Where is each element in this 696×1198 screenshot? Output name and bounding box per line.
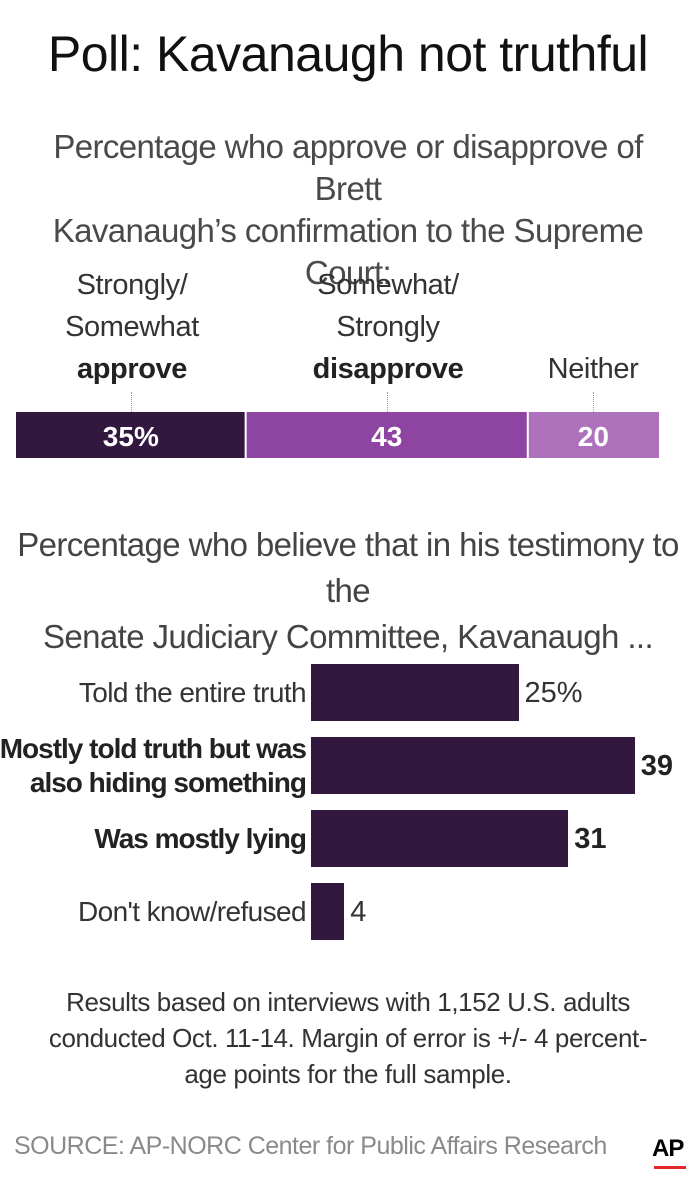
testimony-category-label-line: also hiding something bbox=[29, 766, 307, 798]
approval-subtitle: Percentage who approve or disapprove of … bbox=[20, 126, 676, 294]
note-line-2: conducted Oct. 11-14. Margin of error is… bbox=[48, 1023, 648, 1053]
testimony-category-label-line: Was mostly lying bbox=[94, 822, 307, 854]
testimony-category-label-line: Mostly told truth but was bbox=[0, 732, 307, 764]
neither-segment-label: Neither bbox=[547, 353, 639, 385]
testimony-subtitle-line-2: Senate Judiciary Committee, Kavanaugh ..… bbox=[42, 618, 654, 655]
stack-value-label-approve: 35% bbox=[103, 421, 159, 452]
methodology-note: Results based on interviews with 1,152 U… bbox=[30, 984, 666, 1092]
testimony-bar-value-label: 4 bbox=[350, 895, 367, 928]
testimony-subtitle-line-1: Percentage who believe that in his testi… bbox=[17, 526, 679, 609]
testimony-bar bbox=[311, 737, 635, 794]
ap-logo-underline bbox=[654, 1166, 686, 1169]
testimony-category-label: Told the entire truth bbox=[0, 676, 307, 710]
stack-segment-approve bbox=[16, 412, 246, 458]
disapprove-segment-label: Somewhat/ Strongly disapprove bbox=[270, 264, 506, 390]
stack-segment-disapprove bbox=[245, 412, 528, 458]
testimony-bar bbox=[311, 810, 569, 867]
testimony-bar-value-label: 39 bbox=[640, 749, 673, 782]
approve-label-line-2: Somewhat bbox=[65, 311, 199, 343]
approval-stacked-bar: 35% 43 20 bbox=[16, 412, 659, 458]
disapprove-label-line-1: Somewhat/ bbox=[317, 269, 459, 301]
approval-stacked-bar-svg: 35% 43 20 bbox=[16, 412, 659, 458]
approve-leader-tick bbox=[131, 392, 132, 412]
approve-segment-label: Strongly/ Somewhat approve bbox=[16, 264, 248, 390]
source-credit: SOURCE: AP-NORC Center for Public Affair… bbox=[14, 1132, 607, 1160]
testimony-subtitle: Percentage who believe that in his testi… bbox=[10, 522, 686, 660]
disapprove-label-line-3: disapprove bbox=[312, 353, 464, 385]
testimony-bar bbox=[311, 883, 345, 940]
stack-value-label-neither: 20 bbox=[578, 421, 609, 452]
approve-label-line-1: Strongly/ bbox=[76, 269, 188, 301]
disapprove-label-line-2: Strongly bbox=[336, 311, 440, 343]
testimony-bar-value-label: 25% bbox=[524, 676, 583, 709]
approval-subtitle-line-1: Percentage who approve or disapprove of … bbox=[53, 128, 643, 207]
approval-subtitle-line-2: Kavanaugh’s confirmation to the Supreme … bbox=[52, 212, 644, 291]
note-line-1: Results based on interviews with 1,152 U… bbox=[66, 987, 630, 1017]
testimony-category-label: Was mostly lying bbox=[0, 822, 307, 856]
testimony-bar-value-label: 31 bbox=[574, 822, 607, 855]
testimony-category-label: Don't know/refused bbox=[0, 895, 307, 929]
testimony-category-label-line: Don't know/refused bbox=[77, 895, 307, 927]
stack-segment-neither bbox=[527, 412, 659, 458]
chart-title: Poll: Kavanaugh not truthful bbox=[47, 26, 649, 82]
ap-logo: AP bbox=[652, 1135, 684, 1162]
testimony-bar bbox=[311, 664, 519, 721]
stack-segment-divider bbox=[244, 412, 247, 458]
note-line-3: age points for the full sample. bbox=[184, 1059, 512, 1089]
neither-leader-tick bbox=[593, 392, 594, 412]
stack-segment-divider bbox=[526, 412, 529, 458]
testimony-category-label: Mostly told truth but was also hiding som… bbox=[0, 732, 307, 800]
stack-value-label-disapprove: 43 bbox=[371, 421, 402, 452]
testimony-category-label-line: Told the entire truth bbox=[78, 676, 307, 708]
approve-label-line-3: approve bbox=[76, 353, 187, 385]
disapprove-leader-tick bbox=[387, 392, 388, 412]
